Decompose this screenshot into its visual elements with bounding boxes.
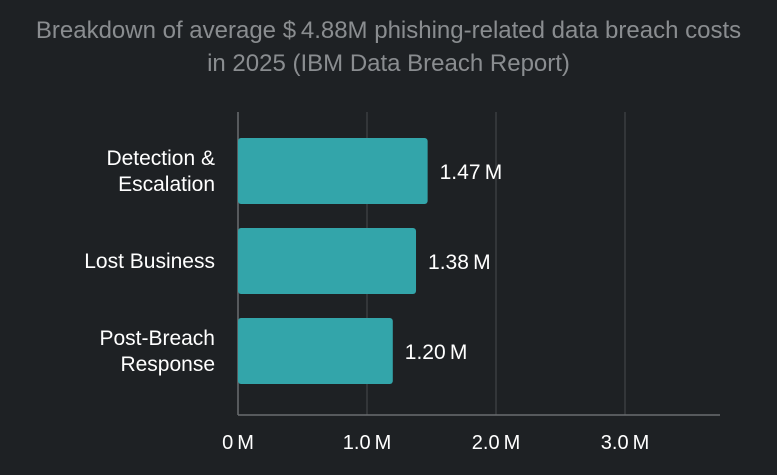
bar [238,138,428,204]
x-tick-label: 2.0 M [472,432,520,454]
x-tick-label: 3.0 M [601,432,649,454]
bar [238,318,393,384]
category-label: Escalation [118,173,215,196]
data-label: 1.38 M [428,251,491,274]
category-label: Post-Breach [99,327,215,350]
category-label: Lost Business [84,250,215,273]
bar [238,228,417,294]
category-label: Detection & [106,147,215,170]
data-label: 1.20 M [405,341,468,364]
data-label: 1.47 M [440,161,503,184]
chart-title: Breakdown of average $ 4.88M phishing-re… [35,17,742,77]
x-tick-label: 0 M [222,432,254,454]
category-label: Response [120,353,215,376]
x-tick-label: 1.0 M [343,432,391,454]
